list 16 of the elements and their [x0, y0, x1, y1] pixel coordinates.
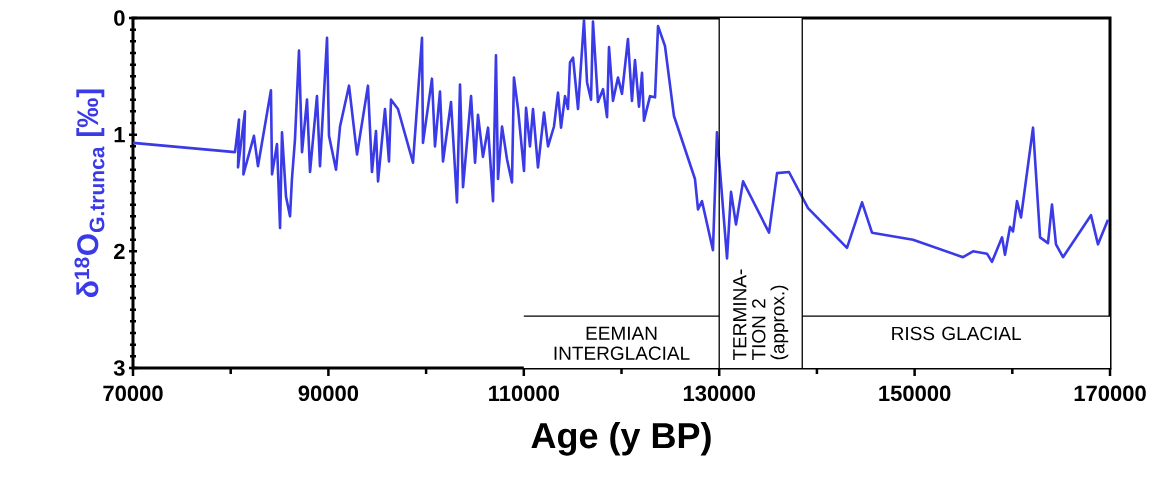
- y-tick-label: 0: [114, 10, 125, 26]
- x-tick-label: 150000: [879, 385, 951, 402]
- band-label: EEMIAN INTERGLACIAL: [554, 326, 690, 360]
- x-tick-label: 170000: [1074, 385, 1146, 402]
- x-tick-label: 90000: [298, 385, 359, 402]
- x-axis-title: Age (y BP): [531, 421, 711, 456]
- y-tick-label: 1: [114, 127, 125, 143]
- band-label: TERMINA- TION 2 (approx.): [733, 269, 789, 361]
- line-series: [131, 19, 1110, 264]
- x-tick-label: 130000: [683, 385, 755, 402]
- y-axis-title: δ$^{18}$O$_{G.trunca}$ [‰]: [74, 89, 105, 298]
- band-label: RISS GLACIAL: [892, 326, 1021, 341]
- x-tick-label: 110000: [489, 385, 559, 402]
- x-tick-label: 70000: [103, 385, 163, 402]
- y-tick-label: 3: [113, 360, 125, 376]
- y-tick-label: 2: [114, 243, 125, 260]
